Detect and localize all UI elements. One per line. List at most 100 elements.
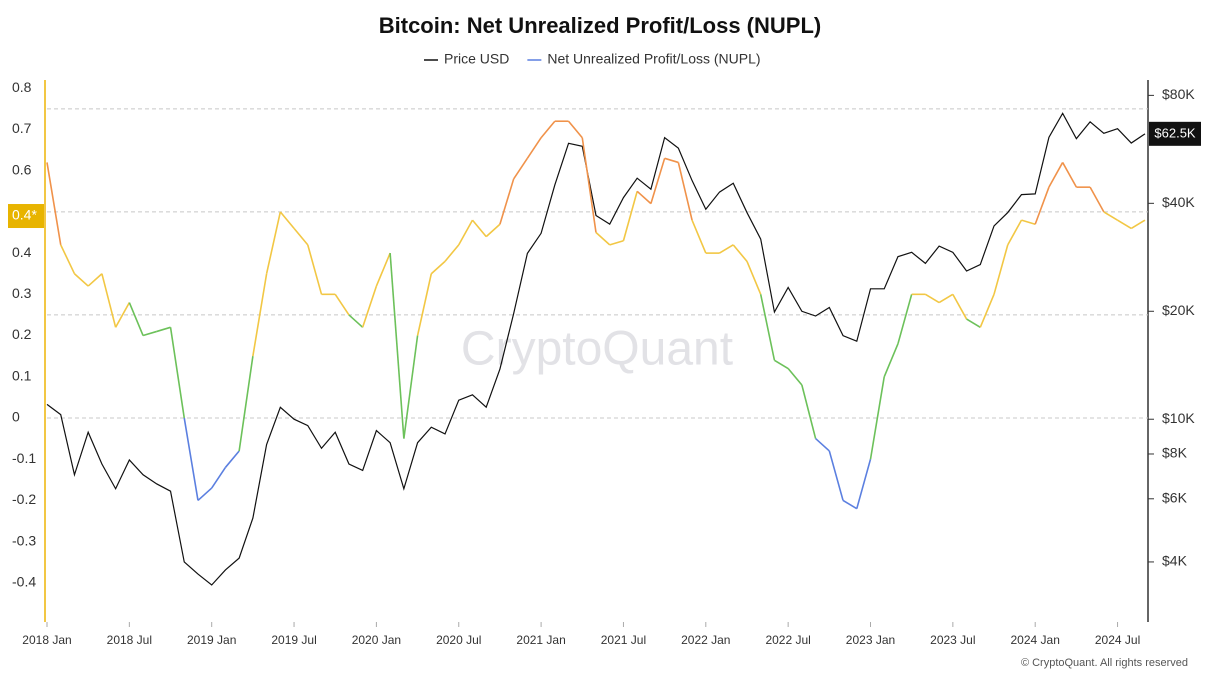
nupl-segment — [856, 458, 872, 509]
nupl-segment — [732, 244, 748, 262]
nupl-segment — [897, 294, 913, 345]
y2-tick-label: $6K — [1162, 489, 1188, 505]
nupl-segment — [966, 318, 981, 328]
nupl-segment — [73, 273, 89, 287]
nupl-segment — [952, 293, 968, 320]
nupl-segment — [828, 450, 844, 501]
nupl-segment — [1061, 162, 1078, 188]
legend-label: Price USD — [444, 51, 509, 67]
footer: © CryptoQuant. All rights reserved — [1021, 657, 1188, 669]
nupl-segment — [636, 190, 652, 205]
nupl-segment — [609, 239, 624, 246]
nupl-segment — [595, 231, 611, 246]
y-tick-label: -0.3 — [12, 532, 36, 548]
nupl-segment — [938, 293, 954, 304]
y-tick-label: 0.4 — [12, 244, 32, 260]
nupl-segment — [1130, 219, 1146, 230]
x-tick-label: 2020 Jul — [436, 633, 481, 647]
chart-title: Bitcoin: Net Unrealized Profit/Loss (NUP… — [379, 13, 821, 38]
nupl-segment — [622, 191, 638, 241]
nupl-segment — [787, 368, 803, 386]
x-tick-label: 2024 Jan — [1011, 633, 1060, 647]
nupl-segment — [526, 137, 542, 159]
y-tick-label: 0.7 — [12, 120, 32, 136]
nupl-segment — [87, 273, 103, 287]
nupl-segment — [60, 244, 76, 275]
y2-tick-label: $80K — [1162, 86, 1195, 102]
nupl-segment — [993, 244, 1009, 295]
nupl-segment — [197, 487, 213, 502]
x-tick-label: 2023 Jul — [930, 633, 975, 647]
watermark: CryptoQuant — [461, 323, 733, 376]
x-tick-label: 2020 Jan — [352, 633, 401, 647]
nupl-segment — [46, 162, 62, 245]
x-tick-label: 2021 Jul — [601, 633, 646, 647]
y-tick-label: 0.8 — [12, 79, 32, 95]
current-price-label: $62.5K — [1154, 125, 1196, 140]
y2-tick-label: $4K — [1162, 553, 1188, 569]
nupl-segment — [815, 437, 830, 452]
nupl-segment — [1007, 219, 1023, 246]
nupl-segment — [1048, 162, 1064, 188]
nupl-segment — [403, 335, 419, 439]
nupl-segment — [375, 252, 391, 287]
x-tick-label: 2022 Jan — [681, 633, 730, 647]
nupl-segment — [430, 260, 446, 275]
x-tick-label: 2018 Jul — [107, 633, 152, 647]
nupl-segment — [389, 253, 405, 439]
nupl-segment — [238, 356, 254, 452]
nupl-segment — [1103, 211, 1118, 221]
nupl-segment — [650, 158, 666, 204]
x-tick-label: 2022 Jul — [765, 633, 810, 647]
nupl-segment — [142, 330, 158, 337]
current-nupl-box — [8, 204, 44, 229]
nupl-segment — [334, 293, 350, 316]
nupl-segment — [567, 120, 583, 139]
nupl-segment — [416, 273, 433, 336]
nupl-segment — [224, 450, 240, 468]
nupl-segment — [1034, 186, 1050, 225]
nupl-segment — [471, 219, 487, 238]
y2-tick-label: $10K — [1162, 410, 1195, 426]
nupl-segment — [156, 326, 171, 333]
nupl-segment — [183, 417, 199, 501]
nupl-segment — [361, 285, 378, 328]
nupl-segment — [664, 157, 679, 164]
nupl-segment — [279, 211, 295, 229]
x-tick-label: 2021 Jan — [516, 633, 565, 647]
nupl-segment — [979, 294, 995, 328]
nupl-segment — [211, 466, 227, 489]
y-tick-label: -0.1 — [12, 450, 36, 466]
nupl-segment — [759, 294, 776, 361]
y-tick-label: 0.3 — [12, 285, 32, 301]
nupl-segment — [774, 359, 789, 370]
nupl-segment — [252, 273, 268, 357]
x-tick-label: 2019 Jul — [271, 633, 316, 647]
nupl-segment — [499, 178, 515, 225]
nupl-segment — [746, 261, 762, 295]
y-tick-label: 0 — [12, 409, 20, 425]
legend-label: Net Unrealized Profit/Loss (NUPL) — [547, 51, 760, 67]
x-tick-label: 2023 Jan — [846, 633, 895, 647]
x-tick-label: 2019 Jan — [187, 633, 236, 647]
nupl-segment — [869, 376, 886, 460]
nupl-segment — [307, 244, 323, 295]
y2-tick-label: $8K — [1162, 445, 1188, 461]
nupl-segment — [101, 273, 117, 328]
nupl-segment — [1117, 219, 1132, 230]
price-line — [46, 112, 1146, 586]
y2-tick-label: $40K — [1162, 194, 1195, 210]
nupl-segment — [924, 293, 940, 304]
y-tick-label: -0.2 — [12, 491, 36, 507]
nupl-segment — [169, 327, 186, 419]
nupl-segment — [114, 302, 131, 328]
nupl-segment — [883, 343, 899, 378]
nupl-segment — [540, 120, 556, 139]
y-tick-label: 0.2 — [12, 326, 32, 342]
nupl-segment — [801, 384, 817, 439]
nupl-segment — [581, 137, 597, 233]
nupl-segment — [128, 302, 144, 336]
nupl-segment — [1021, 219, 1036, 226]
current-nupl-label: 0.4* — [12, 207, 37, 223]
